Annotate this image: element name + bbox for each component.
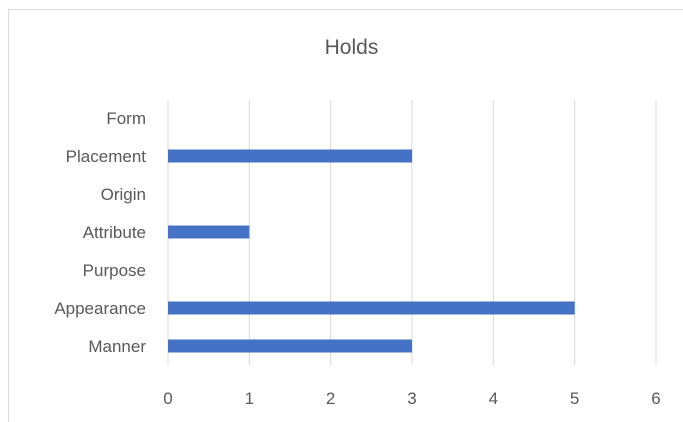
category-label-purpose: Purpose	[83, 261, 146, 280]
bar-placement	[168, 149, 412, 163]
x-tick-label-3: 3	[407, 389, 416, 408]
chart-title: Holds	[324, 36, 379, 59]
x-tick-label-5: 5	[570, 389, 579, 408]
category-label-form: Form	[106, 109, 146, 128]
category-label-origin: Origin	[101, 185, 146, 204]
bar-manner	[168, 339, 412, 353]
x-tick-label-4: 4	[489, 389, 498, 408]
category-label-placement: Placement	[66, 147, 147, 166]
category-label-manner: Manner	[88, 337, 146, 356]
x-tick-label-1: 1	[245, 389, 254, 408]
x-tick-label-6: 6	[651, 389, 660, 408]
category-label-attribute: Attribute	[83, 223, 146, 242]
x-tick-label-2: 2	[326, 389, 335, 408]
bar-attribute	[168, 225, 250, 239]
x-tick-label-0: 0	[163, 389, 172, 408]
chart-frame	[8, 9, 683, 422]
bar-appearance	[168, 301, 575, 315]
category-label-appearance: Appearance	[54, 299, 146, 318]
